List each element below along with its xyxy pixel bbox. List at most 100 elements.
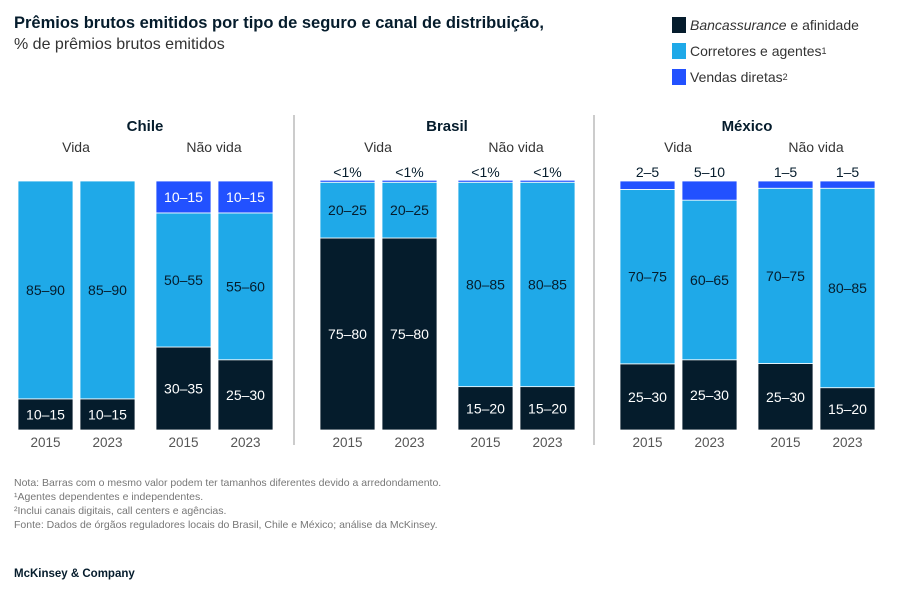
x-tick-label: 2023 — [694, 435, 724, 450]
chart-title: Prêmios brutos emitidos por tipo de segu… — [14, 14, 544, 32]
bar-segment — [619, 180, 676, 190]
footnotes: Nota: Barras com o mesmo valor podem ter… — [14, 476, 441, 532]
bar-segment — [79, 398, 136, 431]
bar-segment — [819, 180, 876, 189]
data-label: 50–55 — [164, 272, 203, 288]
country-label: México — [722, 118, 773, 135]
legend-item-vendas: Vendas diretas 2 — [672, 64, 859, 90]
data-label: 80–85 — [466, 276, 505, 292]
footnote: ¹Agentes dependentes e independentes. — [14, 491, 204, 503]
panel-label: Vida — [664, 139, 692, 155]
data-label: 10–15 — [226, 189, 265, 205]
bar-segment — [519, 386, 576, 431]
legend-item-bancassurance: Bancassurance e afinidade — [672, 12, 859, 38]
data-label: 60–65 — [690, 272, 729, 288]
panel-label: Não vida — [488, 139, 543, 155]
bar-segment — [519, 181, 576, 388]
panel-label: Não vida — [186, 139, 241, 155]
data-label: 15–20 — [466, 400, 505, 416]
data-label: <1% — [333, 164, 361, 180]
bar-segment — [519, 179, 576, 183]
legend-label: Bancassurance — [690, 17, 787, 33]
x-tick-label: 2023 — [92, 435, 122, 450]
bar-segment — [681, 199, 738, 361]
footnote: Fonte: Dados de órgãos reguladores locai… — [14, 519, 438, 531]
footnote: ²Inclui canais digitais, call centers e … — [14, 505, 227, 517]
bar-segment — [155, 346, 212, 431]
data-label: 25–30 — [628, 389, 667, 405]
data-label: 10–15 — [164, 189, 203, 205]
x-tick-label: 2015 — [770, 435, 800, 450]
legend-swatch — [672, 43, 686, 59]
data-label: 20–25 — [328, 202, 367, 218]
legend-sup: 1 — [821, 46, 827, 56]
x-tick-label: 2015 — [332, 435, 362, 450]
legend-label: Corretores e agentes — [690, 43, 822, 59]
legend-swatch — [672, 69, 686, 85]
bar-segment — [155, 180, 212, 214]
x-tick-label: 2015 — [168, 435, 198, 450]
panel-label: Vida — [364, 139, 392, 155]
bar-segment — [217, 180, 274, 214]
bar-segment — [79, 180, 136, 400]
legend: Bancassurance e afinidade Corretores e a… — [672, 12, 859, 90]
legend-label-suffix: e afinidade — [786, 17, 859, 33]
data-label: <1% — [395, 164, 423, 180]
data-label: 15–20 — [828, 401, 867, 417]
data-label: 80–85 — [828, 280, 867, 296]
bar-segment — [381, 179, 438, 183]
bar-segment — [619, 189, 676, 365]
chart-subtitle: % de prêmios brutos emitidos — [14, 36, 225, 53]
data-label: 1–5 — [836, 164, 860, 180]
data-label: 85–90 — [88, 282, 127, 298]
data-label: 85–90 — [26, 282, 65, 298]
data-label: 5–10 — [694, 164, 725, 180]
footnote: Nota: Barras com o mesmo valor podem ter… — [14, 477, 442, 489]
x-tick-label: 2015 — [30, 435, 60, 450]
data-label: 1–5 — [774, 164, 798, 180]
data-label: 10–15 — [88, 406, 127, 422]
bar-segment — [457, 386, 514, 431]
stacked-bar-chart: Chile Vida 10–15 85–90 2015 10–15 85–90 2023 Não… — [17, 115, 876, 450]
bar-segment — [319, 237, 376, 431]
bar-segment — [319, 181, 376, 239]
legend-item-corretores: Corretores e agentes 1 — [672, 38, 859, 64]
country-label: Chile — [127, 118, 164, 135]
legend-sup: 2 — [782, 72, 788, 82]
legend-swatch — [672, 17, 686, 33]
data-label: 25–30 — [766, 389, 805, 405]
x-tick-label: 2023 — [230, 435, 260, 450]
data-label: 80–85 — [528, 276, 567, 292]
data-label: 75–80 — [390, 326, 429, 342]
panel-label: Não vida — [788, 139, 843, 155]
bar-segment — [457, 179, 514, 183]
bar-segment — [217, 359, 274, 431]
data-label: 30–35 — [164, 381, 203, 397]
bar-segment — [381, 237, 438, 431]
data-label: 20–25 — [390, 202, 429, 218]
data-label: 70–75 — [628, 269, 667, 285]
bar-segment — [757, 363, 814, 431]
bar-segment — [217, 212, 274, 361]
bar-segment — [819, 187, 876, 389]
bar-segment — [17, 180, 74, 400]
x-tick-label: 2015 — [470, 435, 500, 450]
x-tick-label: 2023 — [532, 435, 562, 450]
data-label: 25–30 — [690, 387, 729, 403]
bar-segment — [319, 179, 376, 183]
data-label: <1% — [533, 164, 561, 180]
x-tick-label: 2023 — [832, 435, 862, 450]
data-label: 70–75 — [766, 268, 805, 284]
bar-segment — [681, 359, 738, 431]
country-label: Brasil — [426, 118, 468, 135]
bar-segment — [155, 212, 212, 348]
bar-segment — [457, 181, 514, 388]
bar-segment — [757, 180, 814, 189]
bar-segment — [681, 180, 738, 201]
x-tick-label: 2015 — [632, 435, 662, 450]
bar-segment — [619, 363, 676, 431]
data-label: 75–80 — [328, 326, 367, 342]
legend-label: Vendas diretas — [690, 69, 783, 85]
brand-logo: McKinsey & Company — [14, 568, 135, 580]
